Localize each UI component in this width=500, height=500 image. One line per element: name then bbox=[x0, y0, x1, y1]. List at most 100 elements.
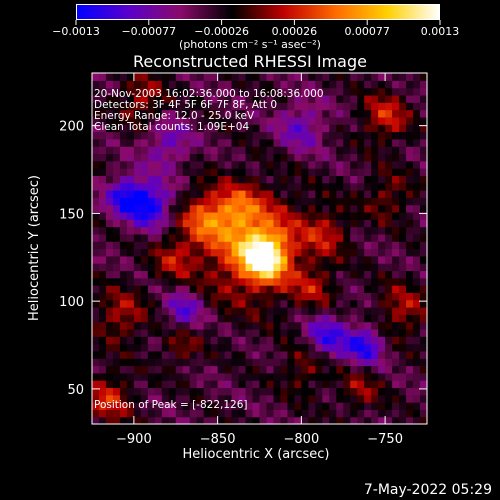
heatmap-cell bbox=[406, 160, 414, 169]
heatmap-cell bbox=[112, 124, 121, 133]
heatmap-cell bbox=[392, 409, 400, 418]
heatmap-cell bbox=[147, 416, 156, 425]
heatmap-cell bbox=[238, 109, 247, 118]
heatmap-cell bbox=[147, 102, 156, 111]
heatmap-cell bbox=[133, 102, 142, 111]
heatmap-cell bbox=[112, 197, 121, 206]
heatmap-cell bbox=[105, 87, 114, 96]
heatmap-cell bbox=[420, 277, 428, 286]
heatmap-cell bbox=[280, 328, 289, 337]
heatmap-cell bbox=[245, 160, 254, 169]
heatmap-cell bbox=[329, 277, 337, 286]
heatmap-cell bbox=[343, 160, 351, 169]
heatmap-cell bbox=[406, 292, 414, 301]
heatmap-cell bbox=[140, 226, 149, 235]
heatmap-cell bbox=[322, 102, 330, 111]
heatmap-cell bbox=[133, 131, 142, 140]
heatmap-cell bbox=[224, 197, 233, 206]
heatmap-cell bbox=[161, 94, 170, 103]
heatmap-cell bbox=[371, 365, 379, 374]
heatmap-cell bbox=[105, 146, 114, 155]
heatmap-cell bbox=[413, 358, 421, 367]
heatmap-cell bbox=[420, 226, 428, 235]
heatmap-cell bbox=[343, 226, 351, 235]
heatmap-cell bbox=[161, 416, 170, 425]
heatmap-cell bbox=[315, 160, 323, 169]
heatmap-cell bbox=[329, 109, 337, 118]
heatmap-cell bbox=[238, 248, 247, 257]
heatmap-cell bbox=[266, 285, 275, 293]
heatmap-cell bbox=[266, 160, 275, 169]
heatmap-cell bbox=[224, 87, 233, 96]
heatmap-cell bbox=[105, 219, 114, 228]
heatmap-cell bbox=[378, 116, 386, 125]
heatmap-cell bbox=[210, 402, 219, 410]
heatmap-cell bbox=[259, 328, 268, 337]
heatmap-cell bbox=[196, 160, 205, 169]
heatmap-cell bbox=[266, 94, 275, 103]
heatmap-cell bbox=[357, 241, 365, 250]
heatmap-cell bbox=[98, 307, 107, 315]
heatmap-cell bbox=[224, 233, 233, 242]
heatmap-cell bbox=[196, 138, 205, 147]
heatmap-cell bbox=[420, 219, 428, 228]
heatmap-cell bbox=[294, 102, 302, 111]
heatmap-cell bbox=[287, 175, 295, 184]
heatmap-cell bbox=[308, 380, 316, 389]
heatmap-cell bbox=[287, 307, 295, 315]
heatmap-cell bbox=[308, 116, 316, 125]
heatmap-cell bbox=[287, 263, 295, 272]
heatmap-cell bbox=[266, 138, 275, 147]
heatmap-cell bbox=[175, 87, 184, 96]
heatmap-cell bbox=[364, 387, 372, 396]
heatmap-cell bbox=[378, 380, 386, 389]
heatmap-cell bbox=[98, 182, 107, 191]
heatmap-cell bbox=[224, 94, 233, 103]
heatmap-cell bbox=[315, 343, 323, 352]
heatmap-cell bbox=[371, 197, 379, 206]
heatmap-cell bbox=[294, 270, 302, 279]
heatmap-cell bbox=[315, 248, 323, 257]
heatmap-cell bbox=[133, 146, 142, 155]
heatmap-cell bbox=[294, 80, 302, 89]
heatmap-cell bbox=[112, 255, 121, 264]
heatmap-cell bbox=[322, 248, 330, 257]
heatmap-cell bbox=[147, 197, 156, 206]
heatmap-cell bbox=[133, 416, 142, 425]
heatmap-cell bbox=[399, 321, 407, 330]
heatmap-cell bbox=[399, 138, 407, 147]
heatmap-cell bbox=[203, 321, 212, 330]
heatmap-cell bbox=[189, 116, 198, 125]
heatmap-cell bbox=[399, 387, 407, 396]
heatmap-cell bbox=[92, 263, 100, 272]
heatmap-cell bbox=[252, 248, 261, 257]
heatmap-cell bbox=[406, 321, 414, 330]
heatmap-cell bbox=[385, 292, 393, 301]
heatmap-cell bbox=[203, 233, 212, 242]
heatmap-cell bbox=[266, 321, 275, 330]
heatmap-cell bbox=[350, 321, 358, 330]
heatmap-cell bbox=[385, 394, 393, 403]
heatmap-cell bbox=[231, 73, 240, 81]
heatmap-cell bbox=[231, 328, 240, 337]
heatmap-cell bbox=[147, 321, 156, 330]
heatmap-cell bbox=[196, 233, 205, 242]
heatmap-cell bbox=[231, 336, 240, 345]
heatmap-cell bbox=[168, 233, 177, 242]
heatmap-cell bbox=[175, 380, 184, 389]
heatmap-cell bbox=[98, 365, 107, 374]
heatmap-cell bbox=[287, 416, 295, 425]
heatmap-cell bbox=[203, 372, 212, 381]
plot-title: Reconstructed RHESSI Image bbox=[133, 52, 367, 71]
heatmap-cell bbox=[385, 197, 393, 206]
heatmap-cell bbox=[224, 160, 233, 169]
heatmap-cell bbox=[322, 380, 330, 389]
heatmap-cell bbox=[112, 168, 121, 176]
x-tick-label: −900 bbox=[116, 432, 152, 447]
heatmap-cell bbox=[105, 73, 114, 81]
heatmap-cell bbox=[189, 168, 198, 176]
heatmap-cell bbox=[92, 233, 100, 242]
heatmap-cell bbox=[301, 358, 309, 367]
heatmap-cell bbox=[238, 336, 247, 345]
heatmap-cell bbox=[210, 343, 219, 352]
